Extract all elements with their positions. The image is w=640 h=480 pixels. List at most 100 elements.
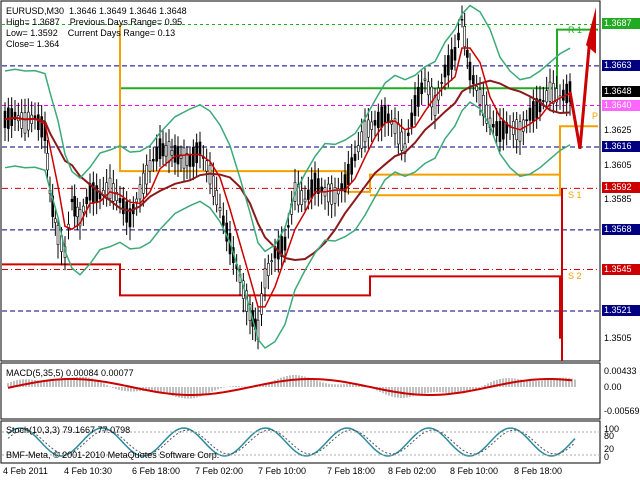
candle-body	[145, 164, 148, 185]
candle-body	[205, 160, 208, 172]
candle-body	[522, 119, 525, 132]
candle-body	[218, 207, 222, 211]
candle-body	[407, 132, 410, 136]
candle-body	[267, 263, 270, 276]
candle-body	[297, 184, 300, 206]
candle-body	[472, 75, 475, 85]
time-axis-label: 6 Feb 18:00	[132, 466, 181, 476]
candle-body	[195, 142, 198, 164]
candle-body	[450, 49, 453, 70]
candle-body	[552, 83, 555, 104]
fast-ma-line	[4, 47, 571, 308]
candle-body	[76, 206, 79, 218]
candle-body	[170, 150, 174, 156]
time-axis-label: 8 Feb 18:00	[514, 466, 563, 476]
candle-body	[327, 183, 330, 203]
candle-body	[363, 120, 367, 143]
candle-body	[20, 112, 23, 129]
candle-body	[440, 82, 443, 84]
time-axis-label: 7 Feb 02:00	[195, 466, 244, 476]
candle-body	[222, 215, 225, 226]
close-text: Close= 1.364	[6, 39, 60, 49]
candle-body	[417, 87, 420, 107]
candle-body	[548, 81, 552, 102]
candle-body	[403, 143, 407, 154]
candle-body	[317, 178, 320, 194]
candle-body	[78, 209, 82, 227]
candle-body	[492, 123, 495, 128]
candle-body	[427, 81, 430, 96]
candle-body	[542, 100, 545, 102]
candle-body	[108, 177, 112, 200]
candle-body	[280, 236, 283, 257]
candle-body	[518, 121, 522, 142]
level-label: R 1	[568, 24, 583, 35]
forecast-arrowhead	[586, 7, 596, 54]
candle-body	[307, 189, 310, 200]
candle-body	[538, 98, 542, 113]
candle-body	[423, 78, 427, 81]
price-axis-label: 1.3505	[604, 332, 632, 343]
candle-body	[13, 111, 17, 120]
candle-body	[460, 18, 464, 21]
candle-body	[192, 146, 195, 167]
candle-body	[287, 225, 290, 228]
candle-body	[198, 141, 202, 156]
candle-body	[270, 260, 273, 262]
candle-body	[73, 196, 76, 217]
macd-pane-border	[0, 362, 601, 420]
price-tag: 1.3592	[602, 182, 640, 194]
candle-body	[453, 47, 457, 61]
price-tag: 1.3521	[602, 304, 640, 316]
time-axis-label: 7 Feb 10:00	[258, 466, 307, 476]
candle-body	[167, 141, 171, 163]
candle-body	[27, 111, 30, 131]
price-tag: 1.3640	[602, 99, 640, 111]
candle-body	[468, 61, 472, 81]
stoch-axis-label: 20	[604, 444, 615, 454]
stoch-axis-label: 100	[604, 424, 620, 434]
candle-body	[155, 147, 158, 162]
candle-body	[115, 192, 118, 201]
price-tag: 1.3568	[602, 223, 640, 235]
candle-body	[485, 104, 488, 124]
candle-body	[135, 198, 138, 203]
candle-body	[350, 157, 353, 175]
candle-body	[320, 186, 323, 192]
candle-body	[340, 183, 343, 192]
stoch-axis-label: 0	[604, 452, 610, 462]
s2-red-line	[2, 263, 561, 339]
candle-body	[37, 114, 40, 131]
candle-body	[367, 119, 370, 138]
candle-body	[82, 205, 85, 213]
candle-body	[360, 131, 363, 149]
candle-body	[413, 95, 417, 116]
stoch-axis-label: 80	[604, 431, 615, 441]
candle-body	[337, 188, 340, 195]
candle-body	[148, 160, 152, 172]
symbol-ohlc-text: EURUSD,M30 1.3646 1.3649 1.3646 1.3648	[6, 6, 187, 16]
time-axis-label: 8 Feb 10:00	[450, 466, 499, 476]
candle-body	[330, 183, 333, 205]
stoch-signal-line	[7, 429, 576, 455]
time-axis-label: 7 Feb 18:00	[327, 466, 376, 476]
macd-axis-label: 0.00433	[604, 366, 637, 376]
candle-body	[525, 119, 528, 122]
price-axis-label: 1.3605	[604, 159, 632, 170]
candle-body	[410, 112, 413, 128]
price-axis-label: 1.3625	[604, 125, 632, 136]
level-label: S 2	[568, 271, 582, 282]
candle-body	[387, 113, 390, 123]
candle-body	[370, 121, 373, 130]
candle-body	[535, 98, 538, 119]
candle-body	[545, 90, 548, 103]
candle-body	[478, 89, 482, 105]
candle-body	[118, 198, 122, 203]
candle-body	[377, 111, 380, 129]
low-range-text: Low= 1.3592 Current Days Range= 0.13	[6, 28, 176, 38]
high-range-text: High= 1.3687 Previous Days Range= 0.95	[6, 17, 183, 27]
candle-body	[212, 175, 215, 197]
candle-body	[188, 154, 192, 167]
macd-label: MACD(5,35,5) 0.00084 0.00077	[6, 368, 134, 378]
